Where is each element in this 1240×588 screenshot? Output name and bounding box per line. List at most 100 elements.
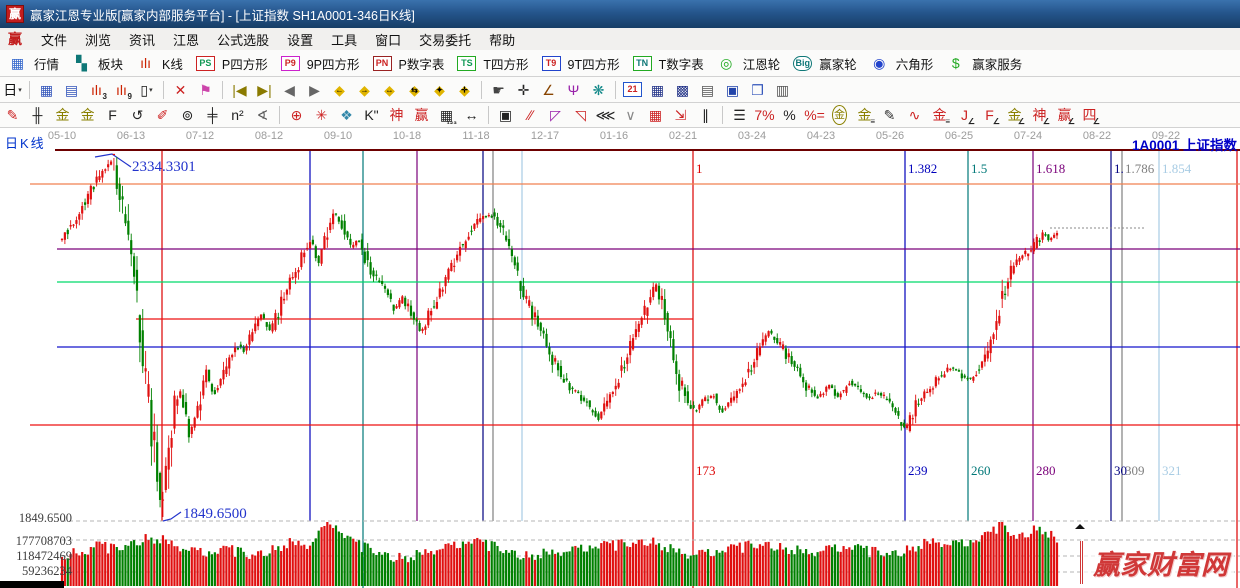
module-9p-square[interactable]: P9 9P四方形 [278,52,360,74]
candlestick-chart[interactable] [0,128,1240,588]
gann-box-icon[interactable]: ▣ [494,104,517,126]
fan-box-red-icon[interactable]: ◹ [569,104,592,126]
tick-ruler-2-icon[interactable]: ╪ [201,104,224,126]
multi-screen-icon[interactable]: ❒ [746,79,769,101]
menu-item-1[interactable]: 浏览 [85,32,112,48]
module-9t-square[interactable]: T9 9T四方形 [539,52,620,74]
gold-lines-icon[interactable]: 金 ≡ [853,104,876,126]
fib-grid-icon[interactable]: F [101,104,124,126]
h-arrows-icon[interactable]: ↔ [460,104,483,126]
info-panel-icon[interactable]: ▤ [60,79,83,101]
mini-chart-9-icon[interactable]: ılı 9 [110,79,133,101]
chart-area[interactable]: 05-10 06-13 07-12 08-12 09-10 10-18 11-18 12-17… [0,128,1240,588]
shen-angle-icon[interactable]: 神 ∠ [1028,104,1051,126]
module-t-number-table[interactable]: TN T数字表 [630,52,704,74]
calculator-2-icon[interactable]: ▩ [671,79,694,101]
si-angle-icon[interactable]: 四 ∠ [1078,104,1101,126]
module-winner-wheel[interactable]: Big 赢家轮 [790,52,857,74]
spiral-5-icon[interactable]: ↺ [126,104,149,126]
last-page-icon[interactable]: ▶| [253,79,276,101]
smart-analysis-icon[interactable]: ❋ [587,79,610,101]
fan-lines-icon[interactable]: ∕∕ [519,104,542,126]
ying-grid-icon[interactable]: 赢 [410,104,433,126]
save-icon[interactable]: ▣ [721,79,744,101]
angle-set-icon[interactable]: ⋘ [594,104,617,126]
period-selector-icon[interactable]: 日 ▾ [1,79,24,101]
candle-style-icon[interactable]: ▯ ▾ [135,79,158,101]
ying-angle-icon[interactable]: 赢 ∠ [1053,104,1076,126]
formula-delete-icon[interactable]: ✕ [169,79,192,101]
n-squared-icon[interactable]: n² [226,104,249,126]
pencil-flag-icon[interactable]: ✎ [878,104,901,126]
menu-item-9[interactable]: 帮助 [489,32,516,48]
shift-right-diamond-icon[interactable]: ◆ → [353,79,376,101]
menu-item-8[interactable]: 交易委托 [419,32,472,48]
module-winner-service[interactable]: $ 赢家服务 [943,52,1022,74]
shen-grid-icon[interactable]: 神 [385,104,408,126]
first-page-icon[interactable]: |◀ [228,79,251,101]
red-grid-icon[interactable]: ▦ [644,104,667,126]
circle-3-icon[interactable]: ⊚ [176,104,199,126]
module-p-square[interactable]: PS P四方形 [193,52,268,74]
print-icon[interactable]: ▥ [771,79,794,101]
percent-lines-icon[interactable]: %= [803,104,826,126]
window-layout-icon[interactable]: ▦ [35,79,58,101]
expand-all-diamond-icon[interactable]: ◆ ✦ [428,79,451,101]
notes-icon[interactable]: ▤ [696,79,719,101]
gann-tool-icon[interactable]: Ψ [562,79,585,101]
menu-item-0[interactable]: 文件 [41,32,68,48]
percent-pen-icon[interactable]: ✐ [151,104,174,126]
angle-line-icon[interactable]: ∢ [251,104,274,126]
v-wave-icon[interactable]: ∨ [619,104,642,126]
compress-all-diamond-icon[interactable]: ◆ ✛ [453,79,476,101]
menu-item-7[interactable]: 窗口 [375,32,402,48]
period-selector-dropdown-arrow[interactable]: ▾ [18,86,22,94]
module-kline[interactable]: ılı K线 [133,52,183,74]
calculator-icon[interactable]: ▦ [646,79,669,101]
star-burst-icon[interactable]: ✳ [310,104,333,126]
grid-arrow-icon[interactable]: ⇲ [669,104,692,126]
prev-page-icon[interactable]: ◀ [278,79,301,101]
wave-lines-icon[interactable]: ∿ [903,104,926,126]
f-angle-icon[interactable]: F ∠ [978,104,1001,126]
grid-123-icon[interactable]: ▦ ₁₂₃ [435,104,458,126]
crosshair-icon[interactable]: ✛ [512,79,535,101]
k-quote-icon[interactable]: K" [360,104,383,126]
menu-item-5[interactable]: 设置 [287,32,314,48]
gold-angle-icon[interactable]: 金 ∠ [1003,104,1026,126]
angle-measure-icon[interactable]: ∠ [537,79,560,101]
module-hexagon[interactable]: ◉ 六角形 [867,52,933,74]
percent-7-icon[interactable]: 7% [753,104,776,126]
j-angle-icon[interactable]: J ∠ [953,104,976,126]
gold-red-lines-icon[interactable]: 金 ≡ [928,104,951,126]
menu-logo-icon[interactable]: 赢 [8,31,22,47]
fan-box-purple-icon[interactable]: ◸ [544,104,567,126]
menu-item-3[interactable]: 江恩 [173,32,200,48]
next-page-icon[interactable]: ▶ [303,79,326,101]
gold-circle-icon[interactable]: 金 [828,104,851,126]
grid-star-icon[interactable]: ❖ [335,104,358,126]
module-t-square[interactable]: TS T四方形 [454,52,529,74]
shift-left-diamond-icon[interactable]: ◆ ← [328,79,351,101]
color-volume-chart-icon[interactable]: ⚑ [194,79,217,101]
menu-item-2[interactable]: 资讯 [129,32,156,48]
parallel-lines-icon[interactable]: ∥ [694,104,717,126]
gold-grid-2-icon[interactable]: 金 [76,104,99,126]
gold-grid-1-icon[interactable]: 金 [51,104,74,126]
drag-hand-icon[interactable]: ☛ [487,79,510,101]
mini-chart-3-icon[interactable]: ılı 3 [85,79,108,101]
expand-h-diamond-icon[interactable]: ◆ ↔ [378,79,401,101]
module-p-number-table[interactable]: PN P数字表 [370,52,444,74]
target-cross-icon[interactable]: ⊕ [285,104,308,126]
tick-ruler-icon[interactable]: ╫ [26,104,49,126]
module-quotes[interactable]: ▦ 行情 [5,52,59,74]
menu-item-6[interactable]: 工具 [331,32,358,48]
draw-pen-icon[interactable]: ✎ [1,104,24,126]
calendar-icon[interactable]: 21 [621,79,644,101]
compress-h-diamond-icon[interactable]: ◆ ⇆ [403,79,426,101]
module-sectors[interactable]: ▚ 板块 [69,52,123,74]
percent-icon[interactable]: % [778,104,801,126]
menu-item-4[interactable]: 公式选股 [217,32,270,48]
candle-style-dropdown-arrow[interactable]: ▾ [149,86,153,94]
stats-bars-icon[interactable]: ☰ [728,104,751,126]
